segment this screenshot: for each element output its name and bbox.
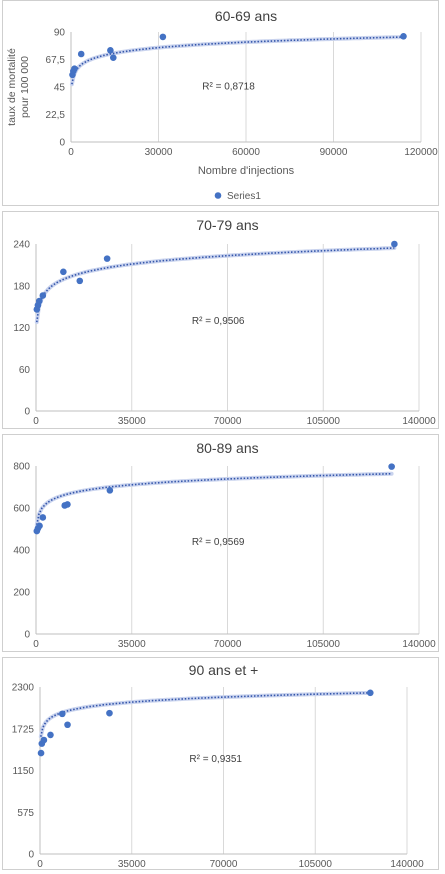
x-tick-label: 35000 — [118, 639, 146, 650]
y-axis-label: pour 100 000 — [19, 56, 31, 118]
x-tick-label: 105000 — [299, 859, 333, 869]
data-point — [103, 255, 111, 262]
data-point — [37, 749, 45, 757]
x-tick-label: 105000 — [307, 639, 341, 650]
chart-title: 60-69 ans — [215, 8, 277, 24]
scatter-chart-90-plus: 0 35000 70000 105000 140000 0 575 1150 1725 2300 9… — [12, 662, 424, 870]
data-point — [109, 54, 117, 61]
y-tick-label: 800 — [13, 462, 30, 473]
y-tick-label: 1725 — [12, 724, 35, 735]
x-tick-label: 35000 — [118, 859, 146, 869]
x-tick-label: 120000 — [404, 147, 438, 158]
chart-panel-90-plus: 0 35000 70000 105000 140000 0 575 1150 1725 2300 9… — [2, 657, 439, 870]
trendline — [40, 692, 371, 737]
x-tick-label: 30000 — [145, 147, 173, 158]
data-point — [39, 514, 47, 521]
y-axis-label: taux de mortalité — [6, 48, 18, 126]
r-squared-annotation: R² = 0,9506 — [192, 316, 245, 327]
r-squared-annotation: R² = 0,9569 — [192, 537, 245, 548]
chart-panel-70-79: 0 35000 70000 105000 140000 0 60 120 180 240 70-79… — [2, 211, 439, 429]
data-point — [64, 721, 71, 729]
y-tick-label: 1150 — [12, 766, 34, 777]
y-tick-label: 0 — [28, 850, 34, 861]
scatter-chart-60-69: 0 30000 60000 90000 120000 0 22,5 45 67,5 90 60-69… — [6, 8, 438, 202]
data-point — [39, 292, 47, 299]
data-point — [77, 50, 85, 58]
data-point — [76, 277, 84, 285]
y-tick-label: 0 — [24, 407, 30, 418]
data-point — [106, 487, 114, 494]
data-point — [47, 731, 54, 739]
data-point — [36, 522, 43, 530]
data-point — [40, 736, 48, 744]
chart-title: 80-89 ans — [196, 440, 258, 456]
x-axis-label: Nombre d'injections — [198, 165, 295, 177]
y-tick-label: 400 — [13, 546, 30, 557]
x-tick-label: 0 — [33, 639, 39, 650]
data-point — [388, 463, 395, 470]
y-tick-label: 240 — [13, 240, 30, 251]
data-point — [159, 33, 167, 41]
x-tick-label: 90000 — [320, 147, 348, 158]
y-tick-label: 67,5 — [46, 55, 66, 66]
data-point — [107, 47, 114, 54]
x-tick-label: 70000 — [210, 859, 238, 869]
data-point — [400, 32, 407, 40]
chart-title: 70-79 ans — [196, 217, 258, 233]
data-point — [367, 689, 374, 697]
y-tick-label: 22,5 — [46, 110, 66, 121]
x-tick-label: 60000 — [232, 147, 260, 158]
scatter-chart-70-79: 0 35000 70000 105000 140000 0 60 120 180 240 70-79… — [13, 217, 436, 427]
data-point — [64, 501, 71, 508]
r-squared-annotation: R² = 0,8718 — [202, 81, 255, 92]
y-tick-label: 180 — [13, 281, 30, 292]
chart-title: 90 ans et + — [189, 662, 259, 678]
x-tick-label: 140000 — [402, 416, 436, 427]
x-tick-label: 140000 — [390, 859, 424, 869]
x-tick-label: 0 — [37, 859, 43, 869]
y-tick-label: 120 — [13, 323, 30, 334]
trendline-band — [34, 471, 394, 527]
data-point — [60, 268, 67, 276]
legend-entry: Series1 — [227, 191, 261, 202]
y-tick-label: 60 — [19, 365, 31, 376]
trendline-band — [38, 690, 373, 739]
chart-panel-80-89: 0 35000 70000 105000 140000 0 200 400 600 800 80-8… — [2, 434, 439, 652]
trendline-band — [69, 35, 406, 87]
trendline — [36, 247, 395, 323]
chart-panel-60-69: 0 30000 60000 90000 120000 0 22,5 45 67,5 90 60-69… — [2, 0, 439, 206]
y-tick-label: 2300 — [12, 683, 35, 694]
x-tick-label: 70000 — [214, 639, 242, 650]
trendline-band — [34, 246, 397, 325]
y-tick-label: 0 — [59, 138, 65, 149]
x-tick-label: 140000 — [402, 639, 436, 650]
y-tick-label: 200 — [13, 588, 30, 599]
x-tick-label: 70000 — [214, 416, 242, 427]
scatter-chart-80-89: 0 35000 70000 105000 140000 0 200 400 600 800 80-8… — [13, 440, 436, 650]
data-point — [106, 709, 113, 717]
y-tick-label: 90 — [54, 28, 66, 39]
r-squared-annotation: R² = 0,9351 — [189, 754, 242, 765]
x-tick-label: 0 — [68, 147, 74, 158]
data-point — [35, 297, 43, 305]
y-tick-label: 0 — [24, 630, 30, 641]
x-tick-label: 35000 — [118, 416, 146, 427]
data-point — [58, 710, 66, 718]
y-tick-label: 575 — [17, 808, 34, 819]
x-tick-label: 105000 — [307, 416, 341, 427]
x-tick-label: 0 — [33, 416, 39, 427]
y-tick-label: 45 — [54, 83, 66, 94]
y-tick-label: 600 — [13, 504, 30, 515]
trendline — [71, 36, 404, 85]
data-point — [391, 240, 398, 248]
data-point — [71, 65, 78, 72]
legend-marker — [214, 192, 222, 199]
